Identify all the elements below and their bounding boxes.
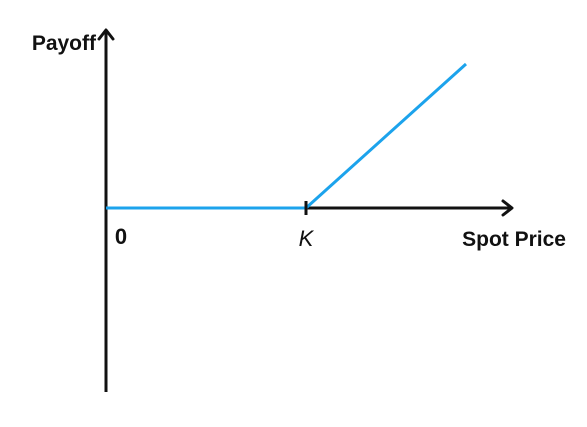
payoff-line xyxy=(106,62,468,210)
x-axis-arrowhead xyxy=(501,199,514,217)
strike-tick-label: K xyxy=(299,226,315,251)
origin-tick-label: 0 xyxy=(115,224,127,249)
x-axis-label: Spot Price xyxy=(462,228,566,251)
y-axis-arrowhead xyxy=(97,28,115,41)
y-axis-label: Payoff xyxy=(32,32,97,55)
